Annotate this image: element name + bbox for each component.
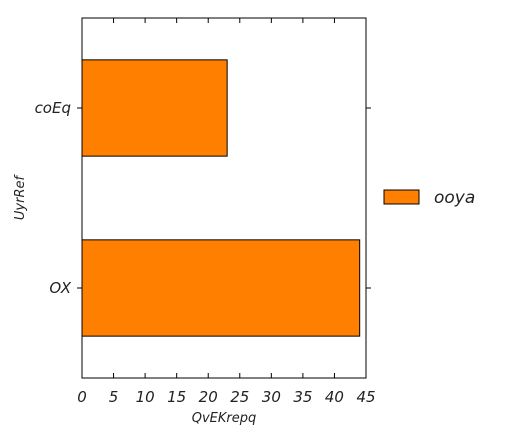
y-tick-label: coEq [35,99,71,117]
plot-frame [81,17,367,379]
x-tick-label: 40 [325,388,344,406]
x-tick-label: 20 [199,388,218,406]
legend: ooya [383,188,475,208]
x-tick-label: 30 [262,388,281,406]
legend-entry-label: ooya [434,188,475,208]
bar-coeq [81,59,228,157]
x-tick-label: 5 [109,388,119,406]
x-tick-label: 45 [356,388,375,406]
x-tick-label: 25 [230,388,249,406]
x-axis-label: QvEKrepq [192,411,257,426]
x-tick-label: 10 [136,388,155,406]
x-tick-label: 35 [293,388,312,406]
y-axis-ticks: OX coEq [35,99,371,297]
bars-group [81,59,361,337]
legend-swatch [383,189,420,205]
x-tick-label: 0 [77,388,87,406]
y-axis-label: UyrRef [13,174,28,221]
y-tick-label: OX [49,279,71,297]
x-tick-label: 15 [167,388,186,406]
x-axis-ticks: 0 5 10 15 20 25 30 35 40 45 [77,18,376,406]
bar-ox [81,239,361,337]
